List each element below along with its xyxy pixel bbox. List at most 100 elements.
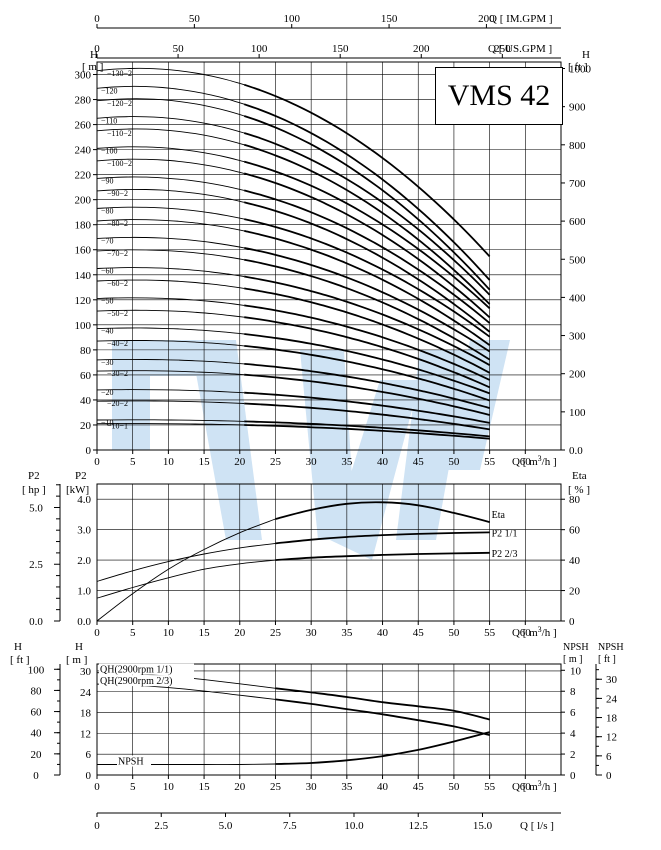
npsh-h-m-tick-label: 12: [80, 728, 91, 740]
im-gpm-tick-label: 50: [189, 13, 201, 25]
npsh-h-ft-tick-label: 60: [31, 707, 43, 719]
power-curve-label: Eta: [492, 510, 506, 521]
im-gpm-tick-label: 100: [283, 13, 300, 25]
npsh-plot: 061218243002040608010002468100612182430H…: [10, 641, 624, 793]
npsh-h-m-tick-label: 6: [86, 749, 92, 761]
head-curve-80-2: [96, 219, 245, 232]
head-y-right-unit: [ ft ]: [568, 61, 588, 73]
head-curve-label: −120−2: [107, 99, 132, 108]
head-curve-label: −70−2: [107, 249, 128, 258]
head-curve-70: [96, 236, 245, 249]
npsh-m-tick-label: 6: [570, 707, 576, 719]
power-x-tick-label: 5: [130, 627, 136, 639]
npsh-x-tick-label: 60: [520, 781, 532, 793]
power-kw-tick-label: 2.0: [77, 555, 91, 567]
head-y-tick-label: 200: [75, 195, 92, 207]
head-ft-tick-label: 800: [569, 140, 586, 152]
head-ft-tick-label: 1000: [569, 64, 592, 76]
npsh-x-tick-label: 55: [484, 781, 496, 793]
head-x-tick-label: 10: [163, 456, 175, 468]
power-curve-Eta: [96, 518, 276, 622]
head-curve-label: −60: [101, 267, 114, 276]
head-curve-label: −10: [101, 418, 114, 427]
head-curve-label: −100−2: [107, 159, 132, 168]
npsh-x-tick-label: 5: [130, 781, 136, 793]
head-curve-120-2: [96, 98, 245, 117]
head-curve-label: −90: [101, 176, 114, 185]
power-kw-tick-label: 0.0: [77, 616, 91, 628]
head-curve-label: −130−2: [107, 69, 132, 78]
head-curve-70-2: [96, 249, 245, 261]
head-curve-bold-30-2: [244, 373, 490, 416]
ls-tick-label: 15.0: [473, 820, 493, 832]
head-ft-tick-label: 0.0: [569, 445, 583, 457]
npsh-h-ft-title: H: [14, 641, 22, 653]
head-curve-90: [96, 176, 245, 191]
npsh-m-tick-label: 2: [570, 749, 576, 761]
npsh-curve-bold-NPSH: [275, 731, 490, 765]
head-curve-bold-10-1: [244, 424, 490, 440]
head-curve-bold-20-2: [244, 402, 490, 431]
npsh-h-ft-tick-label: 80: [31, 685, 43, 697]
npsh-curve-bold-QH(2900rpm 2/3): [275, 698, 490, 736]
npsh-x-tick-label: 45: [413, 781, 425, 793]
head-curve-bold-50: [244, 304, 490, 381]
head-y-tick-label: 220: [75, 170, 92, 182]
ls-tick-label: 2.5: [154, 820, 168, 832]
head-curve-110-2: [96, 128, 245, 146]
head-curve-bold-50-2: [244, 316, 490, 389]
head-curve-label: −20−2: [107, 399, 128, 408]
head-curve-110: [96, 116, 245, 134]
head-curve-bold-10: [244, 420, 490, 438]
power-x-tick-label: 30: [306, 627, 318, 639]
head-ft-tick-label: 400: [569, 292, 586, 304]
head-curve-label: −30−2: [107, 369, 128, 378]
power-x-tick-label: 10: [163, 627, 175, 639]
head-x-tick-label: 50: [448, 456, 460, 468]
npsh-ft-tick-label: 6: [606, 751, 612, 763]
head-y-tick-label: 60: [80, 370, 92, 382]
npsh-x-tick-label: 50: [448, 781, 460, 793]
head-ft-tick-label: 500: [569, 254, 586, 266]
power-frame: [96, 483, 562, 622]
npsh-x-tick-label: 10: [163, 781, 175, 793]
npsh-ft-tick-label: 18: [606, 713, 618, 725]
head-y-tick-label: 0: [86, 445, 92, 457]
head-curve-130-2: [96, 67, 245, 86]
head-curve-bold-70: [244, 247, 491, 353]
head-y-tick-label: 180: [75, 220, 92, 232]
head-y-tick-label: 260: [75, 120, 92, 132]
npsh-h-m-title: H: [75, 641, 83, 653]
power-eta-tick-label: 20: [569, 586, 581, 598]
npsh-curve-label: NPSH: [118, 757, 144, 768]
head-curve-100: [96, 146, 245, 163]
npsh-label-bg: [99, 675, 194, 687]
head-curve-bold-40-2: [244, 345, 490, 402]
head-y-tick-label: 240: [75, 145, 92, 157]
head-curve-40: [96, 327, 245, 335]
head-curve-bold-70-2: [244, 258, 491, 361]
ls-label: Q [ l/s ]: [520, 820, 554, 832]
head-curve-label: −40: [101, 327, 114, 336]
head-y-tick-label: 120: [75, 295, 92, 307]
npsh-h-m-tick-label: 18: [80, 708, 92, 720]
power-eta-tick-label: 40: [569, 555, 581, 567]
head-x-tick-label: 15: [199, 456, 211, 468]
head-curve-bold-40: [244, 333, 490, 395]
head-y-tick-label: 100: [75, 320, 92, 332]
head-x-tick-label: 35: [341, 456, 353, 468]
head-curve-label: −120: [101, 86, 118, 95]
npsh-x-tick-label: 30: [306, 781, 318, 793]
im-gpm-tick-label: 0: [94, 13, 100, 25]
ls-tick-label: 10.0: [344, 820, 364, 832]
head-curve-bold-90-2: [243, 201, 491, 333]
power-hp-tick-label: 5.0: [29, 502, 43, 514]
head-curve-bold-60-2: [244, 287, 491, 374]
head-curve-label: −80: [101, 206, 114, 215]
npsh-x-tick-label: 35: [341, 781, 353, 793]
npsh-x-tick-label: 25: [270, 781, 282, 793]
head-curve-60-2: [96, 279, 245, 289]
head-curve-50: [96, 297, 245, 306]
